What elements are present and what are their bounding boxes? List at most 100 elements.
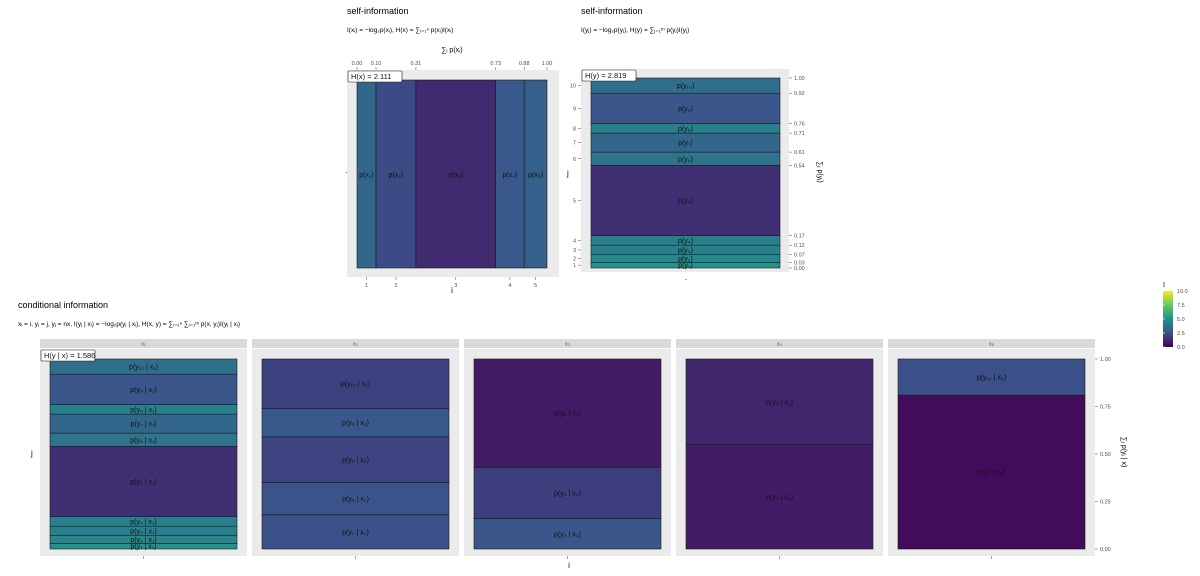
plot3-facet-1-segment-label-2: p(y₂ | x₁) bbox=[130, 537, 156, 544]
plot1-x-tick-4: 4 bbox=[508, 283, 511, 289]
plot2-right-tick-2: 0.03 bbox=[794, 260, 805, 266]
plot3-facet-5-segment-2 bbox=[897, 358, 1086, 396]
plot3-facet-1-segment-label-4: p(y₄ | x₁) bbox=[130, 519, 156, 526]
plot3-facet-3-segment-2 bbox=[473, 466, 662, 519]
plot3-facet-2-segment-3 bbox=[261, 436, 450, 483]
plot1-mosaic: p(x₁) 1 p(x₂) 2 p(x₃) 3 p(x₄) 4 p(x₅) 5 0.00 0.10 0.… bbox=[347, 61, 559, 289]
plot3-facet-1-segment-label-1: p(y₁ | x₁) bbox=[131, 544, 157, 551]
plot2-left-tick-10: 10 bbox=[570, 84, 576, 90]
plot2-x-axis-label: · bbox=[685, 275, 688, 284]
plot1-title: self-information bbox=[347, 6, 409, 16]
legend-colorbar bbox=[1163, 291, 1173, 347]
plot2-y-axis-label: j bbox=[566, 169, 569, 178]
plot3-facet-3-segment-label-3: p(y₉ | x₃) bbox=[554, 411, 581, 418]
plot2-left-tick-1: 1 bbox=[573, 263, 576, 269]
plot1-entropy-label: H(x) = 2.111 bbox=[351, 72, 391, 81]
plot2-left-tick-8: 8 bbox=[573, 126, 576, 132]
plot1-segment-3 bbox=[415, 79, 496, 269]
plot3-facet-1-segment-label-6: p(y₆ | x₁) bbox=[130, 437, 156, 444]
plot2-left-tick-4: 4 bbox=[573, 238, 576, 244]
plot2-title: self-information bbox=[581, 6, 643, 16]
plot3-right-tick-1: 1.00 bbox=[1100, 357, 1111, 363]
plot1-x-axis-label: i bbox=[451, 286, 453, 295]
plot3-facet-1-segment-label-5: p(y₅ | x₁) bbox=[130, 479, 156, 486]
plot1-formula: I(xᵢ) = −log₂p(xᵢ), H(x) = ∑ᵢ₌₁ⁿ p(xᵢ)I(… bbox=[347, 27, 453, 34]
plot1-top-axis-label: ∑ᵢ p(xᵢ) bbox=[441, 47, 462, 54]
legend-tick-3: 5.0 bbox=[1177, 317, 1185, 323]
plot1-entropy-box bbox=[347, 70, 403, 83]
plot3-facet-strip-label-5: x₅ bbox=[989, 342, 994, 348]
plot3-facet-2-segment-label-1: p(y₂ | x₂) bbox=[342, 529, 369, 536]
plot3-right-axis-label: ∑ⱼ p(yⱼ | x) bbox=[1120, 437, 1127, 468]
legend-tick-4: 2.5 bbox=[1177, 331, 1185, 337]
plot3-facet-4-segment-2 bbox=[685, 358, 874, 445]
plot3-facet-3-segment-3 bbox=[473, 358, 662, 468]
plot3-right-tick-2: 0.75 bbox=[1100, 405, 1111, 411]
plot2-left-tick-5: 5 bbox=[573, 199, 576, 205]
plot2-right-tick-11: 1.00 bbox=[794, 76, 805, 82]
plot1-segment-label-2: p(x₂) bbox=[389, 172, 404, 179]
plot2-left-tick-6: 6 bbox=[573, 157, 576, 163]
plot2-right-tick-3: 0.07 bbox=[794, 253, 805, 259]
plot2-right-tick-4: 0.12 bbox=[794, 243, 805, 249]
plot3-formula: xᵢ = i, yⱼ = j, yⱼ = nx, I(yⱼ | xᵢ) = −l… bbox=[18, 321, 240, 328]
plot3-facet-strip-4 bbox=[676, 339, 883, 348]
plot2-mosaic: p(y₁) 1 p(y₂) 2 p(y₃) 3 p(y₄) 4 p(y₅) 5 p(y₆) 6 p(y₇… bbox=[570, 69, 805, 272]
plot1-segment-label-3: p(x₃) bbox=[448, 172, 463, 179]
plot3-right-tick-3: 0.50 bbox=[1100, 452, 1111, 458]
plot2-segment-label-9: p(y₉) bbox=[678, 106, 693, 113]
plot3-facet-strip-3 bbox=[464, 339, 671, 348]
plot2-right-tick-5: 0.17 bbox=[794, 234, 805, 240]
plot2-right-tick-1: 0.00 bbox=[794, 266, 805, 272]
plot2-segment-label-7: p(y₇) bbox=[678, 140, 692, 147]
plot2-segment-label-5: p(y₅) bbox=[678, 198, 693, 205]
plot3-facet-1-segment-label-9: p(y₉ | x₁) bbox=[130, 387, 156, 394]
plot3-facet-2-segment-label-2: p(y₄ | x₂) bbox=[342, 496, 369, 503]
plot1-segment-4 bbox=[495, 79, 525, 269]
plot1-x-tick-5: 5 bbox=[534, 283, 537, 289]
plot2-segment-10 bbox=[590, 77, 781, 94]
legend-tick-5: 0.0 bbox=[1177, 345, 1185, 351]
plot1-x-tick-1: 1 bbox=[365, 283, 368, 289]
plot3-right-tick-4: 0.25 bbox=[1100, 500, 1111, 506]
plot3-facet-strip-label-4: x₄ bbox=[777, 342, 783, 348]
plot3-entropy-box bbox=[40, 349, 96, 362]
plot3-right-tick-5: 0.00 bbox=[1100, 547, 1111, 553]
plot3-facet-5-segment-label-1: p(y₅ | x₅) bbox=[978, 470, 1005, 477]
plot3-facet-2-segment-2 bbox=[261, 482, 450, 516]
plot3-facet-5-segment-1 bbox=[897, 394, 1086, 550]
legend-tick-1: 10.0 bbox=[1177, 289, 1188, 295]
plot2-segment-label-6: p(y₆) bbox=[678, 156, 693, 163]
plot2-segment-5 bbox=[590, 165, 781, 236]
plot2-segment-label-1: p(y₁) bbox=[678, 263, 692, 270]
plot3-faceted-mosaic: x₁ p(y₁ | x₁)p(y₂ | x₁) p(y₃ | x₁) p(y₄ | x… bbox=[40, 339, 1111, 559]
plot1-segment-5 bbox=[523, 79, 548, 269]
plot3-facet-2-segment-label-5: p(y₁₀ | x₂) bbox=[341, 381, 370, 388]
plot1-top-tick-4: 0.73 bbox=[490, 61, 501, 67]
plot2-segment-label-10: p(y₁₀) bbox=[677, 83, 694, 90]
plot1-x-tick-2: 2 bbox=[394, 283, 397, 289]
plot3-facet-1-segment-label-10: p(y₁₀ | x₁) bbox=[129, 364, 158, 371]
plot3-y-axis-label: j bbox=[30, 449, 33, 458]
plot3-facet-2-segment-1 bbox=[261, 514, 450, 550]
plot3-facet-1-segment-10 bbox=[49, 358, 238, 375]
plot2-right-tick-10: 0.92 bbox=[794, 91, 805, 97]
plot3-facet-strip-1 bbox=[40, 339, 247, 348]
plot3-title: conditional information bbox=[18, 300, 108, 310]
plot3-facet-1-segment-label-3: p(y₃ | x₁) bbox=[130, 528, 156, 535]
plot3-facet-strip-label-1: x₁ bbox=[141, 342, 146, 348]
plot2-segment-label-4: p(y₄) bbox=[678, 238, 693, 245]
plot2-right-tick-8: 0.71 bbox=[794, 131, 805, 137]
plot2-segment-label-8: p(y₈) bbox=[678, 126, 693, 133]
plot1-top-tick-3: 0.31 bbox=[411, 61, 422, 67]
plot3-x-axis-label: i bbox=[568, 561, 570, 570]
plot1-segment-label-1: p(x₁) bbox=[359, 172, 373, 179]
plot1-top-tick-2: 0.10 bbox=[371, 61, 382, 67]
plot2-left-tick-3: 3 bbox=[573, 248, 576, 254]
plot1-segment-label-5: p(x₅) bbox=[528, 172, 543, 179]
legend-title: I bbox=[1163, 282, 1165, 289]
plot2-right-tick-7: 0.61 bbox=[794, 150, 805, 156]
plot2-segment-9 bbox=[590, 92, 781, 124]
colorbar-legend: 10.0 7.5 5.0 2.5 0.0 bbox=[1163, 289, 1188, 351]
